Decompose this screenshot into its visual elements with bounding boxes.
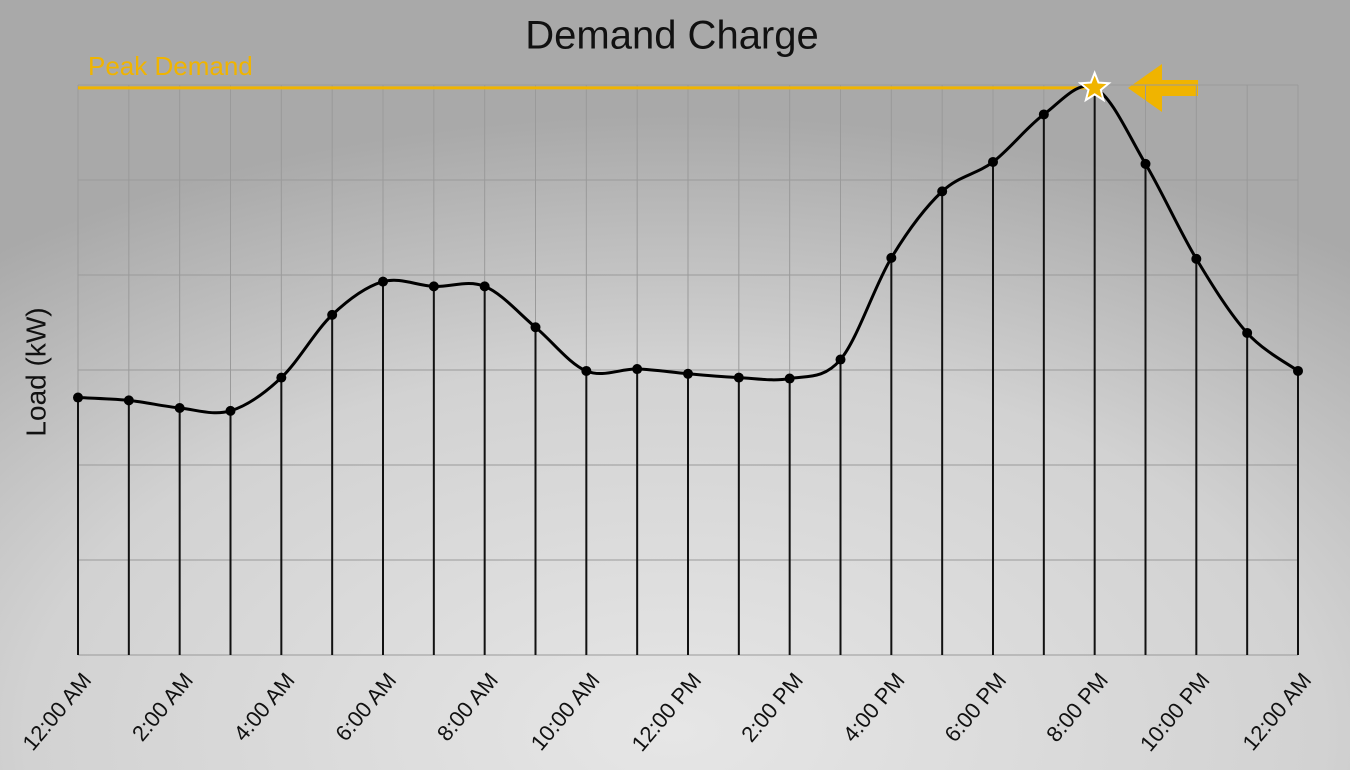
point	[937, 186, 948, 197]
point	[581, 365, 592, 376]
point	[683, 368, 693, 379]
point	[327, 309, 338, 320]
point	[733, 372, 744, 383]
point	[428, 281, 439, 292]
point	[276, 372, 287, 383]
point	[1242, 327, 1253, 338]
point	[632, 364, 643, 375]
peak-star	[1077, 70, 1112, 103]
point	[886, 252, 897, 263]
point	[835, 354, 846, 365]
load-line	[77, 84, 1299, 415]
point	[225, 405, 236, 416]
chart-title: Demand Charge	[525, 14, 819, 58]
y-axis-label: Load (kW)	[20, 307, 51, 436]
point	[530, 322, 541, 333]
point	[73, 392, 83, 403]
point	[784, 373, 795, 384]
point	[1038, 109, 1049, 120]
point	[479, 281, 490, 292]
peak-label: Peak Demand	[88, 51, 253, 81]
point	[378, 276, 388, 287]
point	[174, 403, 185, 413]
point	[1140, 158, 1151, 169]
point	[1293, 365, 1303, 376]
point	[988, 156, 998, 167]
point	[123, 395, 134, 406]
point	[1191, 253, 1202, 264]
